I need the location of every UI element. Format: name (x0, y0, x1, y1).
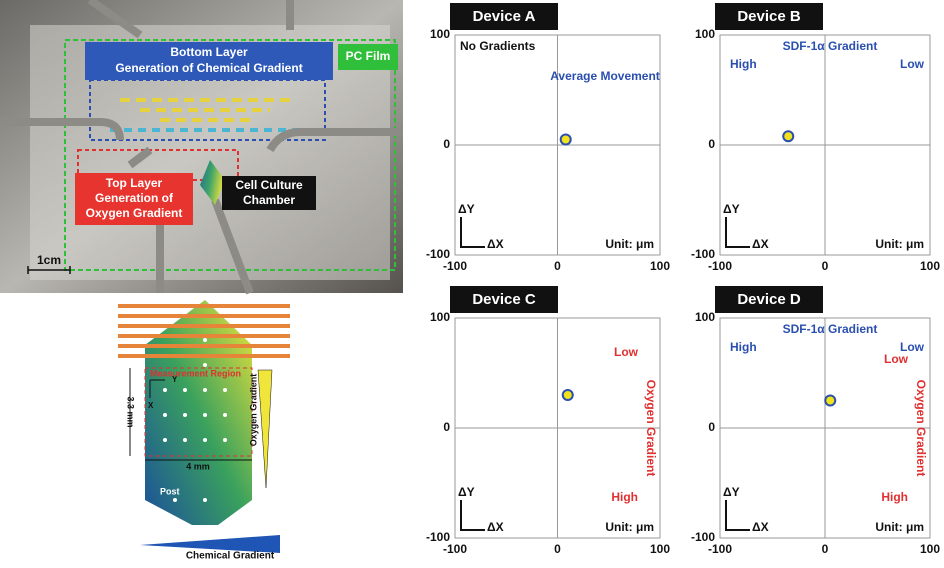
mean-point (561, 135, 571, 145)
x-tick-label: 0 (822, 542, 829, 556)
annotation: ΔY (723, 485, 740, 499)
annotation: Low (884, 352, 909, 366)
y-tick-label: 100 (695, 310, 715, 324)
label: 1cm (37, 253, 61, 267)
x-tick-label: 0 (822, 259, 829, 273)
annotation: High (881, 490, 908, 504)
annotation: SDF-1α Gradient (783, 322, 878, 336)
x-tick-label: 0 (554, 542, 561, 556)
label: Generation of (95, 191, 174, 205)
annotation: ΔX (487, 520, 504, 534)
y-tick-label: -100 (691, 530, 715, 544)
annotation: Unit: μm (605, 237, 654, 251)
annotation: Oxygen Gradient (644, 380, 658, 477)
annotation: High (611, 490, 638, 504)
label: Oxygen Gradient (248, 374, 258, 447)
chart-title: Device A (473, 8, 536, 25)
label: PC Film (346, 49, 391, 63)
y-tick-label: -100 (691, 247, 715, 261)
y-tick-label: -100 (426, 530, 450, 544)
annotation: SDF-1α Gradient (783, 39, 878, 53)
annotation: Unit: μm (605, 520, 654, 534)
mean-point (783, 131, 793, 141)
label: Generation of Chemical Gradient (115, 61, 302, 75)
device-photo: Bottom Layer Generation of Chemical Grad… (0, 0, 403, 293)
chamber-diagram: Y X Measurement Region 3.3 mm 4 mm Oxyge… (118, 300, 290, 562)
label: Measurement Region (150, 368, 241, 378)
y-tick-label: 0 (443, 137, 450, 151)
y-tick-label: 0 (443, 420, 450, 434)
label: Cell Culture (235, 178, 303, 192)
annotation: ΔY (723, 202, 740, 216)
label: Post (160, 486, 180, 496)
figure: Bottom Layer Generation of Chemical Grad… (0, 0, 944, 563)
y-tick-label: 100 (695, 27, 715, 41)
y-tick-label: -100 (426, 247, 450, 261)
x-tick-label: 100 (650, 259, 670, 273)
annotation: Low (614, 345, 639, 359)
annotation: Oxygen Gradient (914, 380, 928, 477)
x-tick-label: 0 (554, 259, 561, 273)
x-tick-label: -100 (708, 259, 732, 273)
annotation: ΔY (458, 202, 475, 216)
annotation: Average Movement (550, 69, 660, 83)
label: Top Layer (106, 176, 163, 190)
annotation: Unit: μm (875, 237, 924, 251)
annotation: ΔX (487, 237, 504, 251)
label: Chemical Gradient (186, 551, 275, 562)
label: Chamber (243, 193, 295, 207)
oxygen-wedge (258, 370, 272, 488)
x-tick-label: 100 (650, 542, 670, 556)
mean-point (563, 390, 573, 400)
y-tick-label: 0 (708, 137, 715, 151)
x-tick-label: 100 (920, 542, 940, 556)
label: Bottom Layer (170, 45, 248, 59)
annotation: Low (900, 57, 925, 71)
annotation: ΔX (752, 520, 769, 534)
annotation: ΔY (458, 485, 475, 499)
x-tick-label: 100 (920, 259, 940, 273)
y-tick-label: 0 (708, 420, 715, 434)
label: 3.3 mm (126, 396, 136, 427)
annotation: ΔX (752, 237, 769, 251)
annotation: High (730, 340, 757, 354)
label: 4 mm (186, 461, 210, 471)
label: Oxygen Gradient (86, 206, 183, 220)
annotation: High (730, 57, 757, 71)
x-tick-label: -100 (443, 542, 467, 556)
annotation: No Gradients (460, 39, 536, 53)
x-tick-label: -100 (708, 542, 732, 556)
x-tick-label: -100 (443, 259, 467, 273)
chart-title: Device B (737, 8, 801, 25)
chart-title: Device C (472, 291, 536, 308)
mean-point (825, 396, 835, 406)
annotation: Unit: μm (875, 520, 924, 534)
y-tick-label: 100 (430, 27, 450, 41)
label: X (148, 401, 154, 410)
chart-title: Device D (737, 291, 801, 308)
y-tick-label: 100 (430, 310, 450, 324)
